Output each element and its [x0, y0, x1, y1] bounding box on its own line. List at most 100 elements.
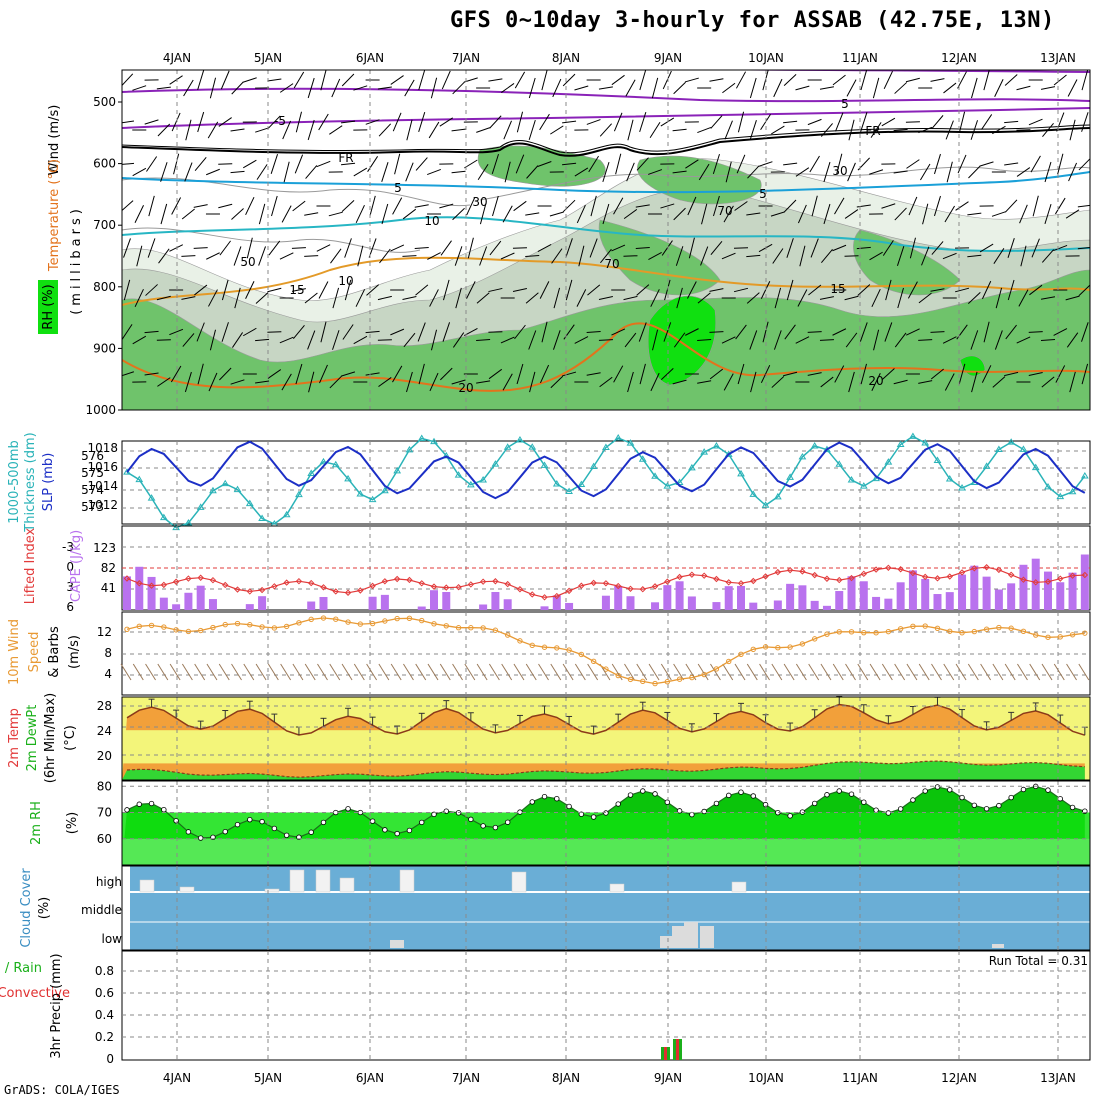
wind-barb	[885, 279, 892, 301]
upper-air-panel: -5 5 FR FR 5 5 10 15 15 20 20 10 30 30 50 70 70	[121, 69, 1091, 411]
wind-barb	[307, 119, 315, 141]
rh-point	[492, 824, 499, 831]
wind-barb	[1081, 322, 1089, 342]
wind-barb	[231, 208, 244, 220]
wind-barb	[869, 663, 881, 681]
date-label-bottom: 13JAN	[1040, 1071, 1076, 1085]
wind-barb	[598, 296, 613, 300]
wind-barb	[267, 663, 279, 681]
wind-barb	[320, 321, 327, 343]
wind-barb	[441, 70, 451, 90]
wind-barb	[774, 287, 782, 309]
wind-barb	[713, 195, 720, 217]
wind-barb	[169, 663, 181, 681]
wind-barb	[197, 70, 205, 91]
li-point	[307, 579, 315, 587]
wind-barb	[872, 77, 880, 99]
upper-frame	[121, 69, 1091, 411]
thickness-point	[1031, 463, 1040, 471]
wind-barb	[921, 246, 930, 266]
wind-barb	[221, 322, 229, 342]
cape-bar	[945, 592, 954, 610]
wind-barb	[1028, 331, 1043, 333]
rh-point	[971, 802, 978, 809]
wind-barb	[1053, 663, 1065, 681]
precip-tick: 0.8	[95, 964, 114, 978]
rh-point	[406, 827, 413, 834]
wind-speed-point	[517, 638, 523, 644]
wind-barb	[281, 205, 292, 223]
wind-barb	[770, 211, 785, 217]
wind-barb	[1065, 295, 1080, 301]
wind-barb	[184, 162, 193, 182]
wind-barb	[700, 246, 709, 266]
wind-barb	[562, 162, 577, 166]
rh-frame	[121, 780, 1091, 866]
li-point	[848, 574, 855, 582]
wind-barb	[194, 663, 206, 681]
wind-barb	[489, 240, 502, 256]
wind-barb	[255, 663, 267, 681]
rh-tick: 60	[97, 832, 112, 846]
wind-barb	[578, 245, 585, 267]
wind-barb	[181, 663, 193, 681]
li-point	[946, 573, 953, 580]
cape-bar	[172, 604, 181, 610]
wind-barb	[291, 247, 306, 249]
rh-tick: 70	[97, 806, 112, 820]
temp-units-label: (°C)	[63, 725, 78, 751]
wind-barb	[701, 203, 708, 225]
wind-barb	[1042, 122, 1054, 138]
wind-barb	[221, 279, 229, 301]
wind-barb	[636, 157, 649, 171]
wind-barb	[377, 86, 392, 90]
wind-barb	[648, 663, 660, 681]
rh-point	[308, 829, 314, 835]
wind-barb	[242, 77, 257, 83]
wind-barb	[488, 331, 503, 333]
wind-barb	[353, 663, 365, 681]
wind-barb	[1016, 85, 1031, 91]
thickness-point	[589, 462, 598, 470]
wind-barb	[1016, 167, 1031, 177]
wind-barb	[1030, 155, 1041, 173]
slp-tick: 1012	[87, 498, 118, 512]
rh-point	[148, 800, 155, 807]
wind-barb	[292, 324, 305, 340]
temp-contour-20	[122, 322, 1090, 392]
contour-label: 30	[472, 195, 487, 209]
wind-barb	[676, 287, 683, 309]
rh-point	[504, 819, 511, 825]
li-point	[909, 569, 917, 577]
wind-barb	[232, 332, 244, 348]
wind-barb	[319, 364, 328, 384]
rh-point	[259, 818, 265, 825]
temp-tick: 20	[97, 749, 112, 763]
wind-barb	[205, 168, 220, 176]
cape-bar	[675, 581, 684, 610]
temp-contour-minus5b	[122, 107, 1090, 129]
wind-barb	[611, 74, 625, 86]
thickness-point	[712, 442, 721, 449]
wind-barb	[181, 296, 196, 300]
wind-barb	[1007, 238, 1015, 258]
wind-barb	[797, 204, 807, 224]
wind-barb	[455, 287, 462, 309]
wind-barb	[883, 70, 893, 90]
wind-barb	[553, 330, 561, 350]
date-label-bottom: 9JAN	[654, 1071, 682, 1085]
wind-barb	[623, 208, 638, 220]
wind-barb	[255, 338, 270, 342]
wind-barb	[132, 85, 147, 91]
cape-bar	[159, 597, 168, 610]
wind-barb	[145, 284, 158, 296]
wind-barb	[836, 153, 843, 175]
wind-barb	[516, 111, 524, 133]
wind-barb	[672, 379, 687, 385]
wind-barb	[403, 332, 416, 348]
wind-barb	[783, 73, 797, 87]
wind-barb	[856, 204, 871, 208]
wind-barb	[848, 371, 855, 393]
wind-barb	[749, 330, 758, 350]
wind-barb	[845, 663, 856, 681]
